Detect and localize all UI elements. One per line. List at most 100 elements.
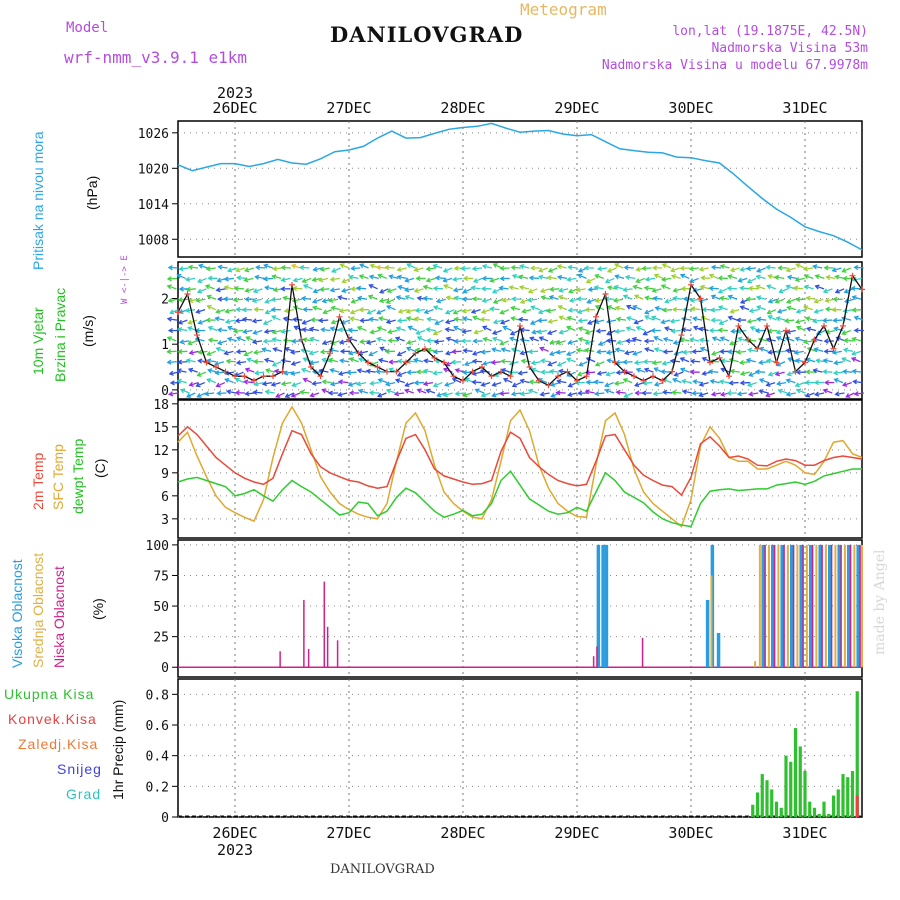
wind-arrow-head bbox=[529, 265, 535, 271]
wind-arrow-head bbox=[214, 360, 220, 367]
wind-arrow-head bbox=[661, 360, 667, 366]
wind-arrow bbox=[168, 298, 178, 302]
wind-arrow bbox=[559, 329, 569, 334]
precip-total-bar bbox=[770, 789, 774, 817]
wind-arrow-head bbox=[224, 318, 231, 325]
wind-arrow bbox=[777, 309, 787, 313]
wind-speed-marker bbox=[545, 382, 552, 389]
wind-arrow-head bbox=[166, 316, 173, 322]
wind-arrow-head bbox=[739, 299, 746, 304]
wind-arrow-head bbox=[188, 350, 194, 356]
wind-arrow bbox=[463, 349, 473, 352]
wind-arrow bbox=[291, 392, 301, 397]
wind-arrow-head bbox=[652, 265, 658, 271]
wind-arrow-head bbox=[464, 361, 470, 367]
wind-arrow bbox=[786, 379, 796, 384]
wind-arrow bbox=[226, 319, 236, 323]
wind-arrow bbox=[844, 339, 854, 342]
wind-arrow bbox=[776, 361, 786, 366]
wind-arrow bbox=[423, 297, 433, 300]
wind-arrow-head bbox=[785, 348, 791, 354]
wind-arrow-head bbox=[727, 294, 733, 300]
wind-arrow bbox=[796, 389, 806, 394]
wind-arrow bbox=[538, 378, 548, 384]
wind-arrow bbox=[854, 266, 864, 269]
wind-arrow bbox=[281, 277, 291, 282]
wind-arrow-head bbox=[205, 317, 211, 323]
wind-arrow bbox=[453, 288, 464, 292]
wind-arrow-head bbox=[415, 330, 421, 336]
wind-arrow bbox=[681, 328, 692, 332]
wind-arrow-head bbox=[491, 392, 497, 398]
wind-arrow-head bbox=[356, 381, 362, 387]
wind-arrow-head bbox=[765, 264, 771, 271]
wind-arrow-head bbox=[853, 391, 859, 397]
wind-arrow-head bbox=[823, 338, 829, 344]
wind-arrow bbox=[528, 288, 538, 293]
wind-arrow-head bbox=[395, 295, 401, 301]
wind-arrow-head bbox=[739, 370, 746, 377]
wind-arrow bbox=[758, 338, 769, 342]
wind-speed-marker bbox=[213, 364, 219, 371]
wind-arrow-head bbox=[614, 347, 620, 353]
wind-arrow-head bbox=[596, 349, 602, 355]
wind-arrow-head bbox=[710, 307, 716, 313]
wind-arrow bbox=[674, 371, 684, 377]
wind-arrow bbox=[842, 267, 852, 273]
wind-arrow-head bbox=[207, 275, 213, 281]
wind-arrow-head bbox=[369, 329, 375, 335]
wind-arrow-head bbox=[710, 294, 716, 300]
wind-arrow-head bbox=[822, 358, 828, 364]
wind-arrow-head bbox=[499, 309, 505, 315]
wind-arrow bbox=[329, 358, 339, 363]
wind-arrow bbox=[453, 277, 463, 281]
wind-arrow-head bbox=[519, 263, 525, 270]
wind-arrow bbox=[273, 347, 283, 352]
wind-arrow bbox=[245, 368, 255, 373]
wind-arrow bbox=[541, 296, 551, 300]
wind-arrow bbox=[851, 287, 861, 290]
wind-arrow-head bbox=[292, 317, 298, 323]
wind-arrow-head bbox=[792, 285, 799, 291]
wind-arrow bbox=[312, 277, 322, 281]
precip-total-bar bbox=[841, 774, 845, 817]
wind-arrow-head bbox=[669, 358, 676, 364]
wind-arrow-head bbox=[556, 361, 562, 367]
wind-arrow-head bbox=[195, 382, 201, 388]
wind-arrow bbox=[548, 267, 558, 273]
wind-arrow bbox=[244, 277, 254, 282]
wind-arrow-head bbox=[594, 304, 600, 310]
wind-arrow bbox=[740, 361, 750, 364]
wind-arrow bbox=[768, 274, 778, 280]
wind-arrow bbox=[387, 288, 397, 293]
wind-arrow bbox=[729, 358, 739, 363]
wind-arrow bbox=[663, 338, 674, 342]
wind-arrow-head bbox=[168, 391, 174, 397]
wind-arrow-head bbox=[339, 358, 345, 364]
wind-arrow bbox=[747, 267, 757, 270]
wind-arrow-head bbox=[454, 368, 460, 374]
wind-arrow bbox=[225, 378, 234, 384]
precip-total-bar bbox=[831, 795, 836, 817]
wind-arrow bbox=[398, 285, 408, 290]
wind-arrow-head bbox=[321, 357, 327, 363]
wind-arrow-head bbox=[767, 315, 773, 320]
wind-arrow bbox=[663, 350, 673, 353]
wind-arrow bbox=[189, 381, 199, 386]
wind-arrow bbox=[433, 381, 443, 387]
wind-arrow-head bbox=[404, 294, 410, 300]
wind-arrow bbox=[729, 340, 739, 345]
wind-arrow-head bbox=[643, 285, 649, 291]
wind-arrow bbox=[435, 319, 444, 325]
wind-arrow-head bbox=[492, 299, 498, 304]
wind-arrow bbox=[490, 307, 500, 311]
wind-arrow bbox=[538, 267, 548, 272]
precip-total-bar bbox=[755, 792, 760, 817]
wind-arrow-head bbox=[235, 349, 241, 355]
wind-arrow-head bbox=[359, 338, 365, 345]
wind-arrow bbox=[359, 389, 369, 394]
wind-arrow bbox=[417, 389, 427, 394]
wind-arrow-head bbox=[270, 381, 276, 387]
wind-arrow-head bbox=[831, 267, 837, 273]
wind-arrow bbox=[670, 267, 680, 272]
